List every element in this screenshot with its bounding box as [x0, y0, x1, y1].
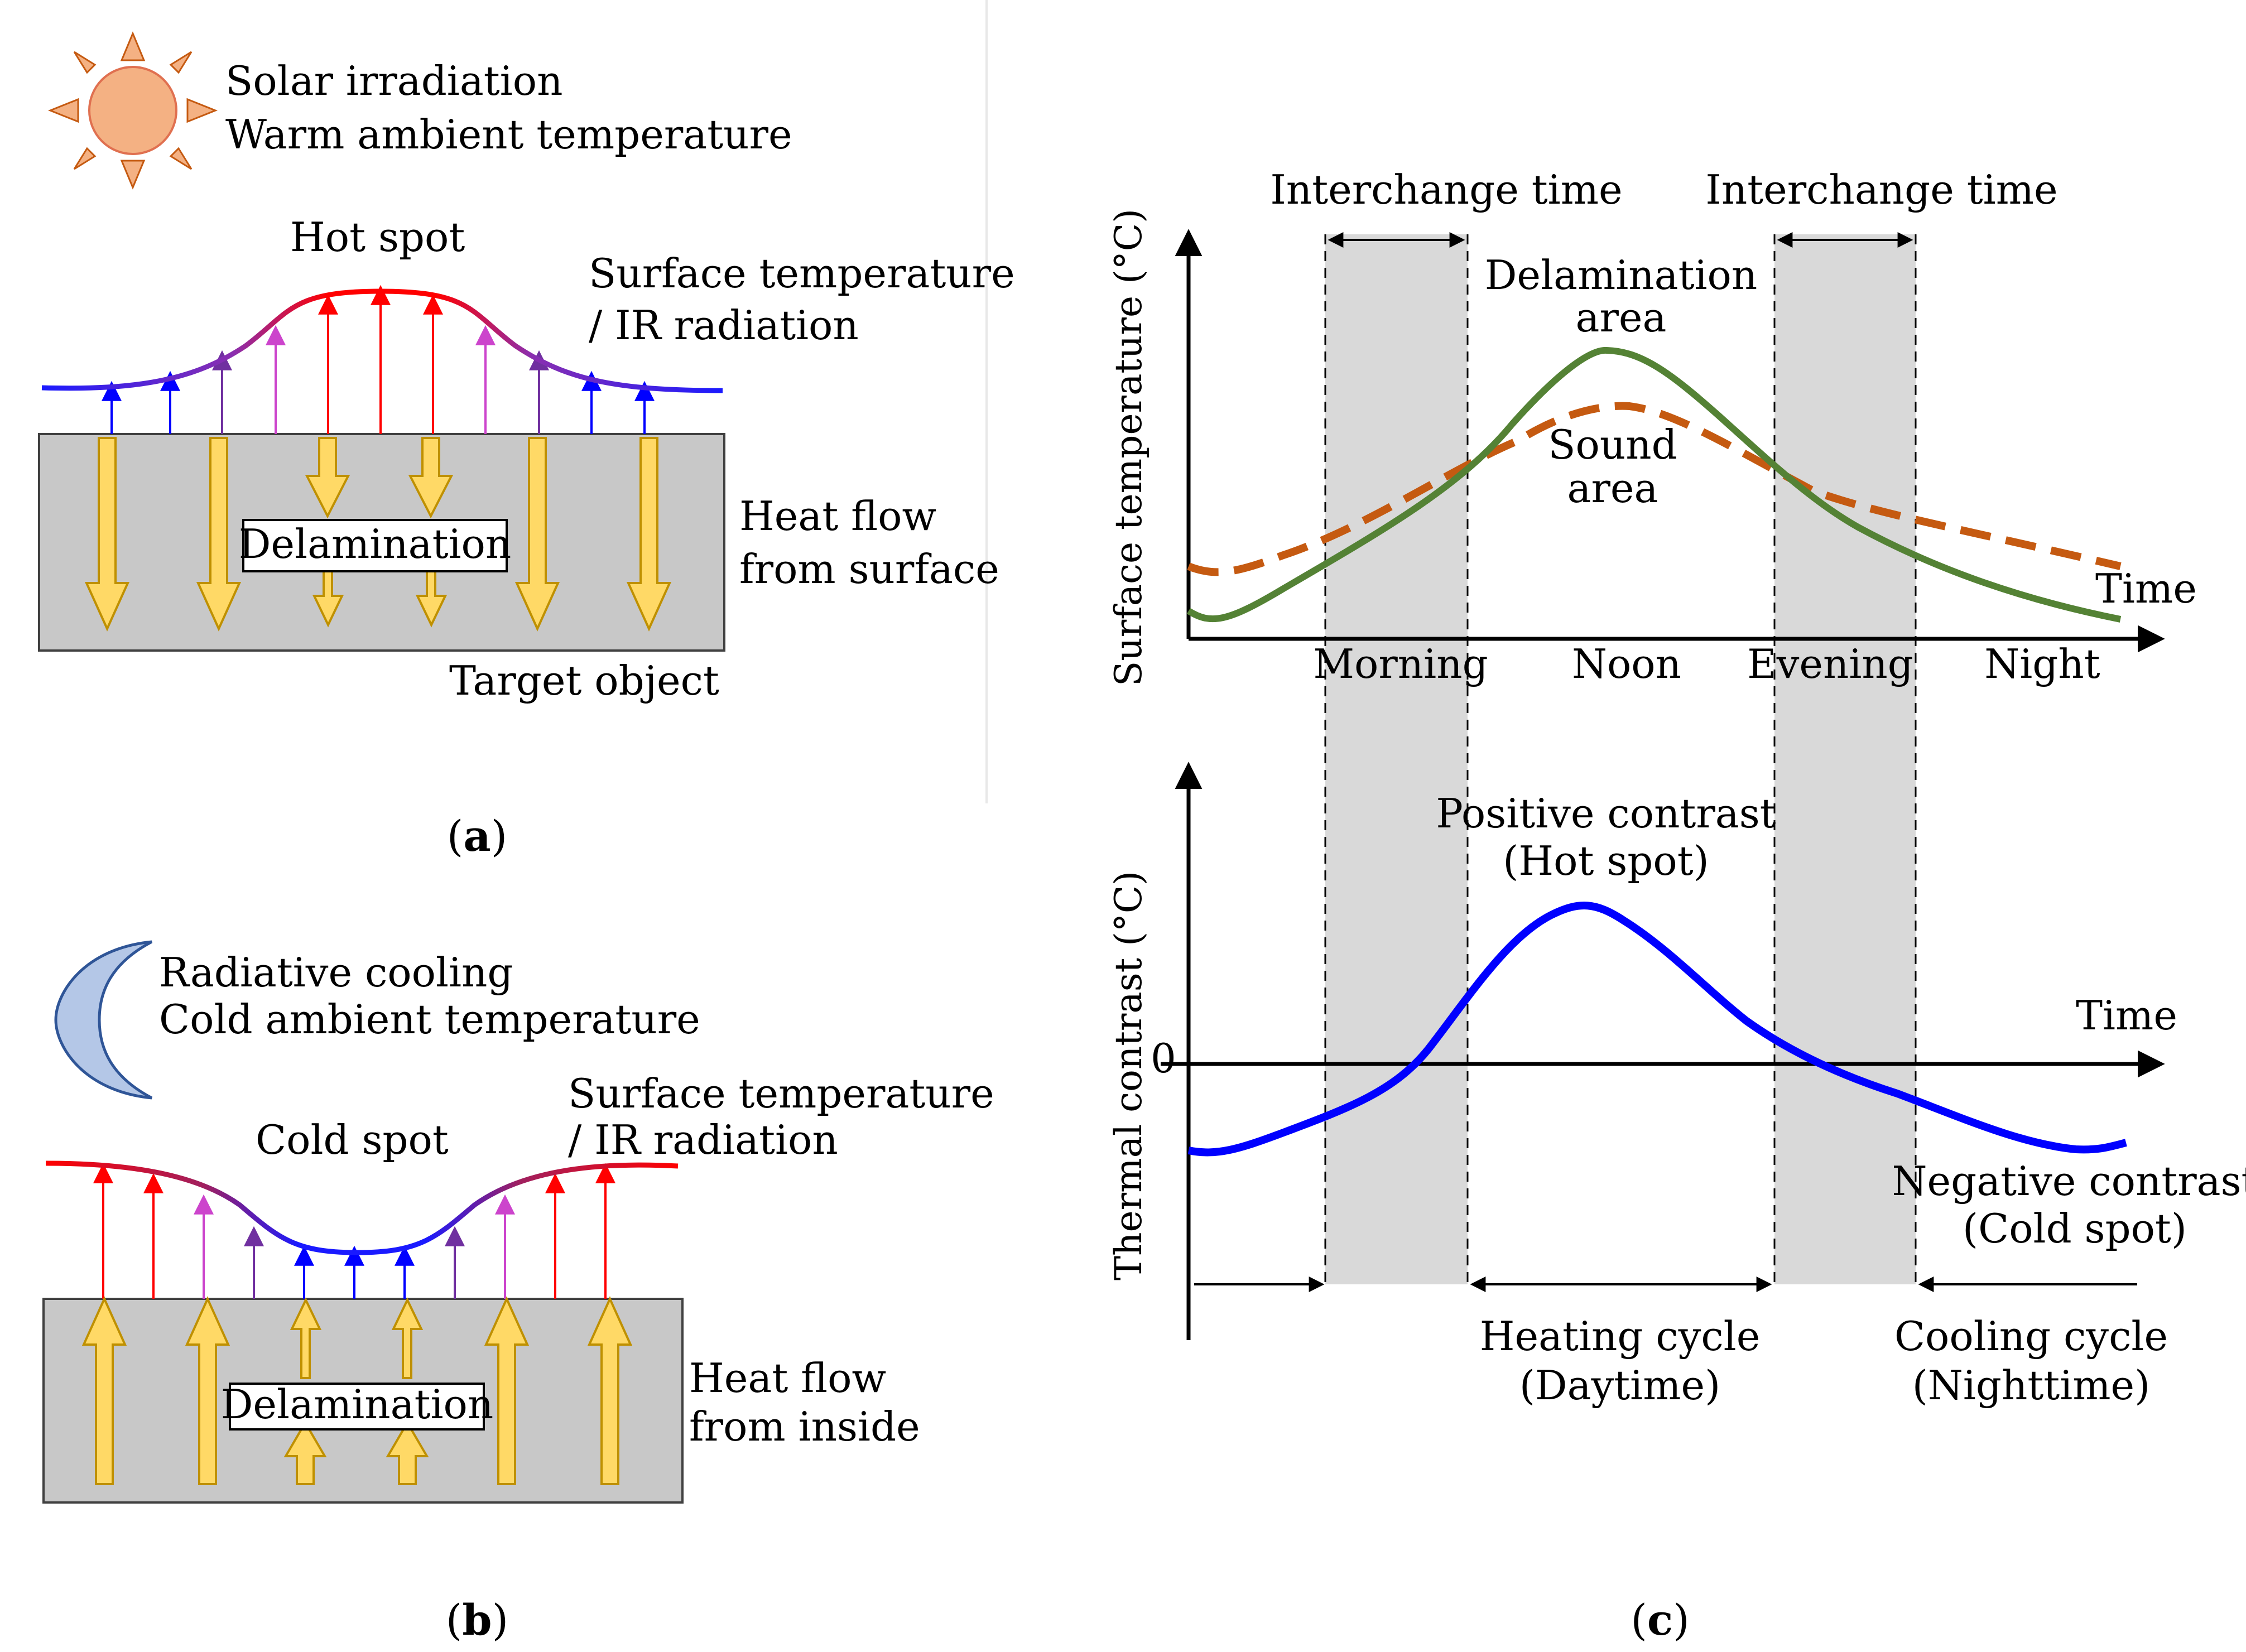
- positive-contrast-label-2: (Hot spot): [1503, 837, 1709, 884]
- sound-area-curve: [1187, 402, 2122, 576]
- x-tick-noon: Noon: [1572, 640, 1681, 687]
- delamination-area-curve: [1186, 346, 2122, 623]
- delamination-label-a: Delamination: [239, 521, 512, 567]
- heating-cycle-label-2: (Daytime): [1519, 1362, 1720, 1409]
- sun-icon: [47, 31, 218, 190]
- surface-label-b-1: Surface temperature: [568, 1070, 994, 1117]
- heat-flow-label-2: from surface: [739, 546, 999, 593]
- cooling-cycle-label-2: (Nighttime): [1912, 1362, 2150, 1409]
- heat-flow-label-b-2: from inside: [689, 1403, 920, 1450]
- interchange-band-morning: [1325, 234, 1468, 1284]
- heat-flow-arrows-down: [84, 437, 672, 632]
- caption-c: (c): [1631, 1595, 1690, 1645]
- moon-label-2: Cold ambient temperature: [159, 996, 700, 1043]
- bottom-time-label: Time: [2076, 992, 2177, 1039]
- panel-a: Solar irradiation Warm ambient temperatu…: [38, 31, 1015, 861]
- caption-a: (a): [447, 811, 508, 861]
- surface-temperature-curve-hot: [41, 288, 723, 393]
- hot-spot-label: Hot spot: [290, 214, 465, 261]
- x-tick-night: Night: [1984, 640, 2100, 687]
- delamination-area-label-2: area: [1576, 294, 1667, 341]
- interchange-dashed-lines: [1324, 234, 1917, 1284]
- bottom-y-axis-label: Thermal contrast (°C): [1107, 871, 1150, 1280]
- caption-b: (b): [446, 1595, 508, 1645]
- sun-label-1: Solar irradiation: [225, 57, 562, 104]
- x-tick-evening: Evening: [1747, 640, 1913, 687]
- heat-flow-label-1: Heat flow: [739, 493, 936, 540]
- top-axes: [1175, 229, 2165, 653]
- thermal-contrast-curve: [1187, 902, 2127, 1157]
- cooling-cycle-label-1: Cooling cycle: [1894, 1313, 2168, 1360]
- negative-contrast-label-2: (Cold spot): [1963, 1205, 2187, 1252]
- negative-contrast-label-1: Negative contrast: [1892, 1158, 2246, 1205]
- bottom-axes: [1161, 762, 2165, 1340]
- ir-radiation-arrows-b: [93, 1163, 615, 1299]
- surface-temperature-curve-cold: [45, 1160, 679, 1255]
- moon-icon: [54, 940, 153, 1100]
- x-tick-morning: Morning: [1313, 640, 1488, 687]
- interchange-label-2: Interchange time: [1705, 166, 2057, 213]
- top-y-axis-label: Surface temperature (°C): [1107, 209, 1150, 686]
- heating-cycle-label-1: Heating cycle: [1480, 1313, 1761, 1360]
- surface-label-1: Surface temperature: [589, 250, 1015, 297]
- x-tick-labels: Morning Noon Evening Night: [1313, 640, 2100, 687]
- surface-label-b-2: / IR radiation: [568, 1116, 838, 1163]
- top-time-label: Time: [2095, 565, 2197, 612]
- positive-contrast-label-1: Positive contrast: [1436, 790, 1776, 837]
- ir-radiation-arrows: [102, 285, 655, 434]
- sound-area-label-2: area: [1567, 465, 1658, 512]
- sun-label-2: Warm ambient temperature: [225, 111, 792, 158]
- delamination-box-b: [229, 1383, 485, 1431]
- panel-c: Interchange time Interchange time Surfac…: [1107, 166, 2246, 1645]
- heat-flow-label-b-1: Heat flow: [689, 1355, 886, 1401]
- zero-label: 0: [1151, 1035, 1176, 1082]
- surface-label-2: / IR radiation: [589, 302, 859, 349]
- cold-spot-label: Cold spot: [256, 1116, 449, 1163]
- heat-flow-arrows-up: [81, 1296, 633, 1485]
- delamination-box-a: [242, 519, 508, 572]
- panel-b: Radiative cooling Cold ambient temperatu…: [42, 940, 994, 1645]
- delamination-label-b: Delamination: [221, 1381, 494, 1428]
- delamination-area-label-1: Delamination: [1485, 252, 1758, 298]
- target-object-label: Target object: [449, 657, 719, 704]
- moon-label-1: Radiative cooling: [159, 949, 513, 996]
- sound-area-label-1: Sound: [1548, 421, 1677, 468]
- interchange-label-1: Interchange time: [1270, 166, 1622, 213]
- interchange-band-evening: [1774, 234, 1916, 1284]
